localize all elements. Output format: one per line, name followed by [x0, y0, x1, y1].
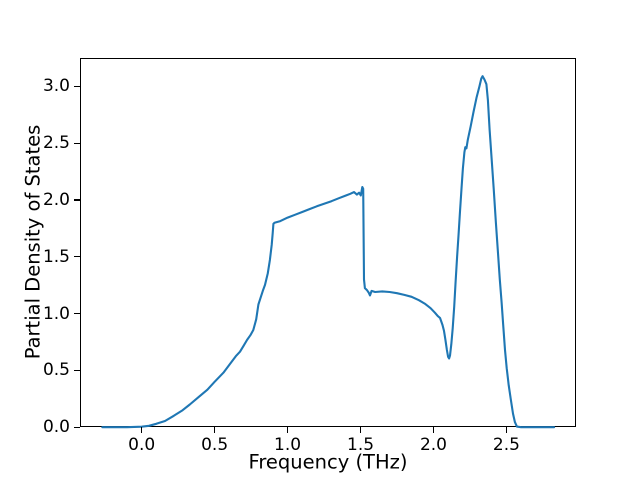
x-tick-label: 1.0	[274, 435, 302, 455]
y-tick-mark	[74, 369, 80, 372]
x-tick-label: 0.5	[201, 435, 229, 455]
y-tick-mark	[74, 312, 80, 315]
plot-area	[80, 57, 576, 428]
y-tick-mark	[74, 142, 80, 144]
x-tick-mark	[359, 427, 362, 434]
y-tick-mark	[74, 85, 80, 88]
x-tick-label: 0.0	[128, 435, 156, 455]
x-tick-label: 2.0	[419, 435, 447, 455]
x-tick-label: 1.5	[347, 435, 375, 455]
y-tick-label: 3.0	[42, 76, 70, 97]
y-tick-mark	[74, 199, 80, 201]
y-tick-label: 2.0	[42, 190, 70, 211]
pdos-line-series	[101, 75, 556, 429]
y-tick-label: 2.5	[42, 133, 70, 154]
x-tick-mark	[286, 427, 289, 434]
x-axis-title: Frequency (THz)	[248, 450, 408, 474]
y-tick-label: 0.0	[42, 417, 70, 438]
y-tick-label: 1.0	[42, 303, 70, 324]
x-tick-mark	[505, 427, 508, 434]
x-tick-mark	[432, 427, 435, 434]
y-tick-label: 1.5	[42, 246, 70, 267]
x-tick-label: 2.5	[492, 435, 520, 455]
y-tick-label: 0.5	[42, 360, 70, 381]
x-tick-mark	[213, 427, 216, 434]
y-axis-title: Partial Density of States	[21, 124, 45, 360]
x-tick-mark	[141, 427, 143, 434]
y-tick-mark	[74, 426, 80, 428]
y-tick-mark	[74, 256, 80, 258]
